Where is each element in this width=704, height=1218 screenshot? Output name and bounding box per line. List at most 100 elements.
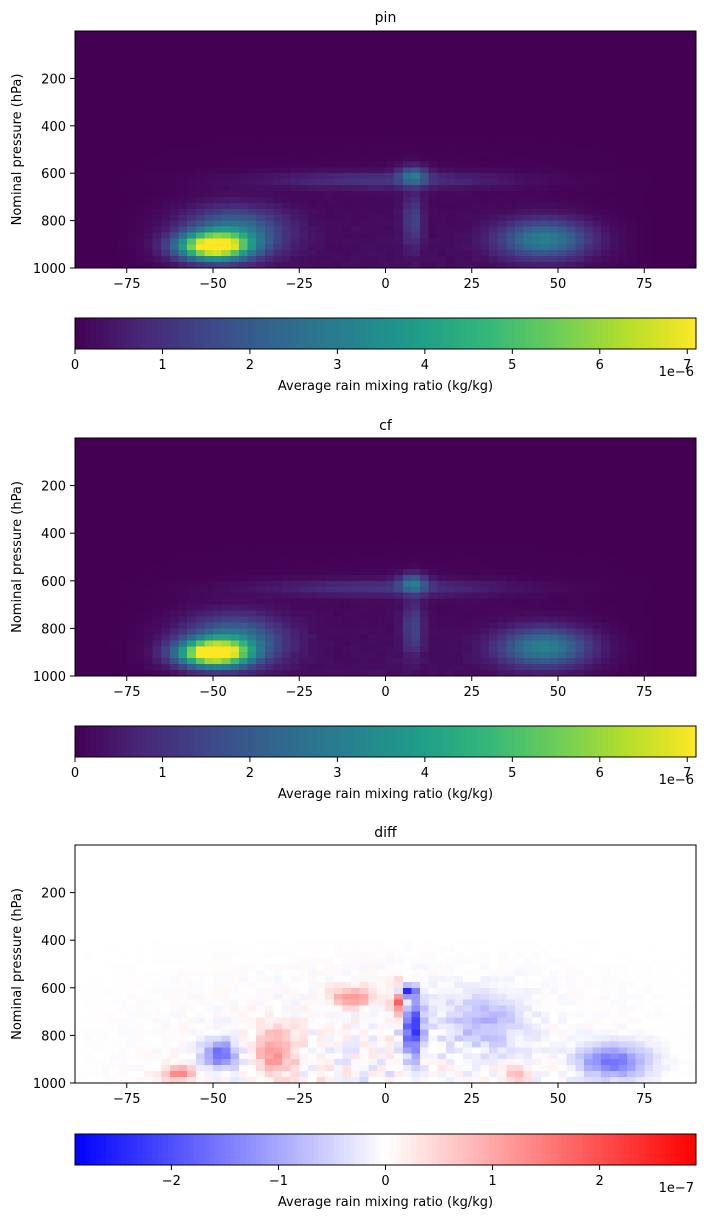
heatmap-cell <box>411 473 421 481</box>
heatmap-cell <box>92 143 102 151</box>
heatmap-cell <box>566 78 576 85</box>
heatmap-cell <box>428 658 438 665</box>
heatmap-cell <box>437 78 447 85</box>
heatmap-cell <box>92 173 102 180</box>
heatmap-cell <box>661 108 671 115</box>
heatmap-cell <box>376 90 387 97</box>
heatmap-cell <box>273 244 283 251</box>
heatmap-cell <box>351 119 361 127</box>
colorbar-segment <box>639 318 645 349</box>
heatmap-cell <box>75 238 85 245</box>
heatmap-cell <box>592 108 602 115</box>
heatmap-cell <box>118 557 128 564</box>
heatmap-cell <box>238 640 249 647</box>
heatmap-cell <box>75 485 85 493</box>
heatmap-cell <box>532 90 542 97</box>
heatmap-cell <box>437 580 447 588</box>
heatmap-cell <box>540 54 550 62</box>
heatmap-cell <box>92 66 102 74</box>
heatmap-cell <box>273 72 283 79</box>
heatmap-cell <box>454 54 464 62</box>
heatmap-cell <box>368 473 378 481</box>
heatmap-cell <box>230 527 240 534</box>
heatmap-cell <box>566 232 576 239</box>
heatmap-cell <box>264 96 274 103</box>
heatmap-cell <box>290 568 300 576</box>
heatmap-cell <box>489 539 499 546</box>
heatmap-cell <box>221 42 231 50</box>
heatmap-cell <box>169 479 180 487</box>
heatmap-cell <box>152 78 162 85</box>
heatmap-cell <box>609 155 619 162</box>
heatmap-cell <box>92 646 102 653</box>
heatmap-cell <box>359 670 369 677</box>
heatmap-cell <box>307 616 318 624</box>
heatmap-cell <box>290 634 300 641</box>
heatmap-cell <box>428 36 438 44</box>
heatmap-cell <box>299 509 309 516</box>
heatmap-cell <box>333 155 343 162</box>
heatmap-cell <box>489 78 499 85</box>
heatmap-cell <box>368 438 378 445</box>
heatmap-cell <box>385 551 395 558</box>
heatmap-cell <box>394 438 404 445</box>
heatmap-cell <box>256 634 266 641</box>
heatmap-cell <box>497 113 507 121</box>
heatmap-cell <box>238 155 249 162</box>
heatmap-cell <box>549 161 559 168</box>
heatmap-cell <box>273 78 283 85</box>
heatmap-cell <box>402 208 412 216</box>
heatmap-cell <box>325 42 335 50</box>
heatmap-cell <box>489 84 499 91</box>
heatmap-cell <box>463 574 473 582</box>
heatmap-cell <box>230 84 240 91</box>
heatmap-cell <box>644 42 654 50</box>
heatmap-cell <box>92 539 102 546</box>
x-tick-label: −75 <box>113 277 140 292</box>
heatmap-cell <box>230 202 240 210</box>
heatmap-cell <box>402 557 412 564</box>
heatmap-cell <box>282 551 292 558</box>
heatmap-cell <box>118 173 128 180</box>
heatmap-cell <box>264 497 274 505</box>
heatmap-cell <box>316 72 326 79</box>
heatmap-cell <box>230 90 240 97</box>
heatmap-cell <box>420 491 430 499</box>
heatmap-cell <box>100 491 111 499</box>
heatmap-cell <box>161 179 171 186</box>
heatmap-cell <box>256 226 266 234</box>
heatmap-cell <box>109 256 119 263</box>
heatmap-cell <box>394 119 404 127</box>
heatmap-cell <box>92 527 102 534</box>
heatmap-cell <box>661 173 671 180</box>
heatmap-cell <box>144 622 154 629</box>
heatmap-cell <box>152 539 162 546</box>
heatmap-cell <box>394 473 404 481</box>
heatmap-cell <box>109 72 119 79</box>
heatmap-cell <box>342 149 352 157</box>
heatmap-cell <box>359 461 369 469</box>
heatmap-cell <box>144 226 154 234</box>
heatmap-cell <box>144 102 154 109</box>
heatmap-cell <box>411 533 421 540</box>
heatmap-cell <box>247 250 257 257</box>
heatmap-cell <box>178 533 188 540</box>
heatmap-cell <box>290 574 300 582</box>
heatmap-cell <box>471 90 481 97</box>
heatmap-cell <box>213 443 223 451</box>
heatmap-cell <box>351 658 361 665</box>
heatmap-cell <box>100 238 111 245</box>
heatmap-cell <box>601 214 611 222</box>
heatmap-cell <box>428 479 438 487</box>
heatmap-cell <box>92 473 102 481</box>
heatmap-cell <box>480 250 490 257</box>
heatmap-cell <box>238 670 249 677</box>
heatmap-cell <box>411 220 421 228</box>
heatmap-cell <box>592 78 602 85</box>
heatmap-cell <box>333 232 343 239</box>
heatmap-cell <box>394 562 404 570</box>
heatmap-cell <box>592 90 602 97</box>
colorbar-segment <box>152 318 159 349</box>
heatmap-cell <box>489 167 499 174</box>
heatmap-cell <box>532 54 542 62</box>
